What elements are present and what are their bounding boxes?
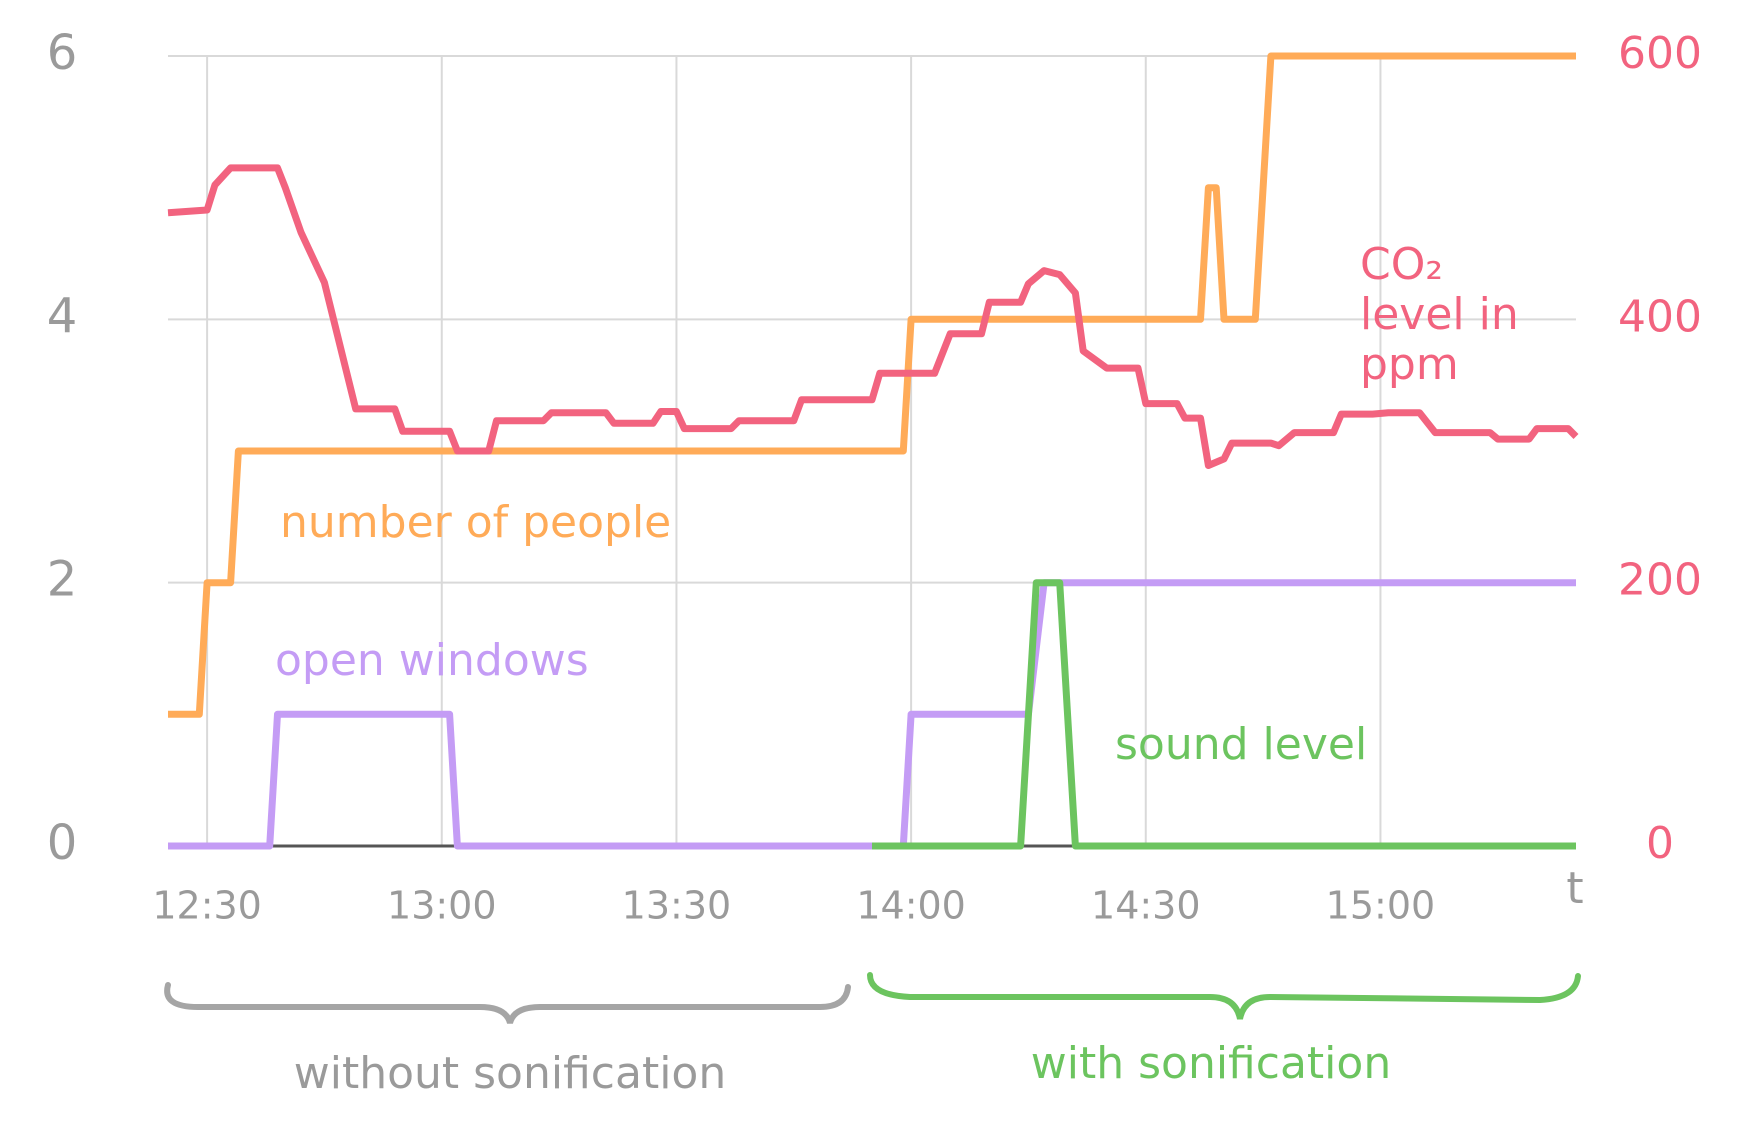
y2-tick-label: 0 [1646, 818, 1674, 869]
series-label: CO₂ level in ppm [1360, 239, 1519, 390]
x-tick-label: 13:30 [622, 884, 732, 928]
y-tick-label: 0 [47, 815, 78, 871]
series-line [168, 52, 1576, 718]
x-tick-label: 14:30 [1091, 884, 1201, 928]
series-line [167, 164, 1579, 469]
x-axis-label: t [1566, 863, 1583, 914]
annotation: with sonification [1031, 1038, 1391, 1089]
annotation: without sonification [294, 1048, 727, 1099]
x-tick-label: 14:00 [856, 884, 966, 928]
y-tick-label: 6 [47, 25, 78, 81]
y2-tick-label: 200 [1618, 555, 1702, 606]
series-label: sound level [1115, 719, 1368, 770]
brace-without [164, 982, 851, 1024]
series-line [872, 579, 1576, 850]
y2-tick-label: 400 [1618, 291, 1702, 342]
series-line [168, 579, 1576, 850]
x-tick-label: 12:30 [152, 884, 262, 928]
y-tick-label: 2 [47, 552, 78, 608]
y-tick-label: 4 [47, 288, 78, 344]
series-label: number of people [280, 497, 672, 548]
x-tick-label: 13:00 [387, 884, 497, 928]
brace-with [867, 972, 1581, 1020]
x-tick-label: 15:00 [1326, 884, 1436, 928]
y2-tick-label: 600 [1618, 28, 1702, 79]
series-label: open windows [275, 635, 589, 686]
